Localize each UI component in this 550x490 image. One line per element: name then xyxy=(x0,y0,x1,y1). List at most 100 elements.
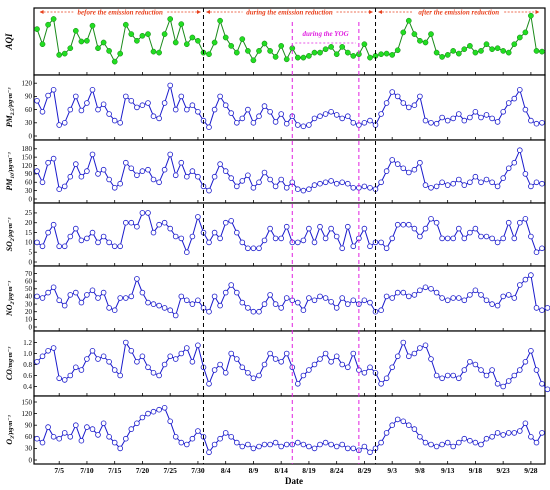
data-point xyxy=(211,293,218,300)
data-point xyxy=(128,98,135,104)
data-point xyxy=(361,183,368,190)
data-point xyxy=(245,369,251,376)
data-point xyxy=(150,48,157,55)
data-point xyxy=(222,168,229,174)
data-point xyxy=(89,22,96,29)
data-point xyxy=(106,358,112,365)
data-point xyxy=(189,358,196,365)
data-point xyxy=(67,173,74,180)
data-point xyxy=(417,37,423,44)
data-point xyxy=(39,439,46,446)
data-point xyxy=(78,299,85,306)
data-point xyxy=(300,441,307,448)
data-point xyxy=(489,367,495,373)
data-point xyxy=(256,245,262,252)
data-point xyxy=(150,369,157,376)
data-point xyxy=(389,422,396,429)
data-point xyxy=(195,109,201,115)
data-point xyxy=(306,53,312,59)
data-point xyxy=(317,293,323,300)
data-point xyxy=(328,44,334,50)
data-point xyxy=(272,235,279,242)
data-point xyxy=(294,299,301,306)
data-point xyxy=(433,219,440,226)
y-tick-label: 90 xyxy=(25,422,33,430)
data-point xyxy=(400,289,407,296)
data-point xyxy=(505,165,512,172)
data-point xyxy=(500,293,507,300)
data-point xyxy=(34,26,40,32)
data-point xyxy=(339,361,346,368)
data-point xyxy=(405,221,412,228)
data-point xyxy=(34,168,40,174)
data-point xyxy=(306,225,312,232)
data-point xyxy=(489,301,495,307)
data-point xyxy=(422,284,429,291)
data-point xyxy=(239,115,246,122)
data-point xyxy=(206,308,212,315)
data-point xyxy=(483,233,490,240)
data-point xyxy=(533,439,540,446)
y-tick-label: 0.6 xyxy=(23,372,32,380)
panel-aqi: AQI xyxy=(4,7,546,76)
data-point xyxy=(294,380,301,387)
data-point xyxy=(239,36,246,42)
data-point xyxy=(183,41,190,48)
data-point xyxy=(61,430,68,436)
data-point xyxy=(211,173,218,180)
data-point xyxy=(367,449,373,456)
data-point xyxy=(222,34,229,41)
data-point xyxy=(467,358,473,365)
data-point xyxy=(45,424,51,430)
data-point xyxy=(206,124,212,130)
data-point xyxy=(222,289,229,296)
y-label-main: PM xyxy=(5,178,14,191)
data-point xyxy=(189,34,196,41)
data-point xyxy=(250,445,257,452)
y-tick-label: 30 xyxy=(25,445,33,453)
data-point xyxy=(73,225,79,232)
data-point xyxy=(417,345,423,351)
data-point xyxy=(172,172,179,179)
y-label-unit: /μg·m⁻³ xyxy=(7,217,14,240)
data-point xyxy=(45,92,51,99)
data-point xyxy=(50,87,57,93)
data-point xyxy=(134,172,140,179)
y-tick-label: 1.0 xyxy=(23,350,32,358)
data-point xyxy=(178,293,185,300)
data-point xyxy=(411,292,418,298)
data-point xyxy=(383,430,390,436)
data-point xyxy=(128,31,135,37)
panel-so2: 0 510 15 20 25 SO2/μg·m⁻³ xyxy=(5,202,546,267)
data-point xyxy=(516,34,523,41)
y-tick-label: 50 xyxy=(25,285,33,293)
data-point xyxy=(505,49,512,56)
data-point xyxy=(95,45,101,52)
data-point xyxy=(34,239,40,246)
data-point xyxy=(494,45,501,52)
data-point xyxy=(272,54,279,60)
data-point xyxy=(261,361,268,368)
y-tick-label: 10 xyxy=(25,239,33,247)
data-point xyxy=(311,445,318,452)
data-point xyxy=(494,380,501,387)
data-point xyxy=(478,48,484,54)
data-point xyxy=(394,353,401,360)
data-point xyxy=(444,52,451,58)
y-axis-label-o3: O3/μg·m⁻³ xyxy=(5,414,16,444)
data-point xyxy=(444,372,451,379)
x-tick-label: 8/9 xyxy=(249,466,259,475)
data-point xyxy=(489,115,495,122)
data-point xyxy=(145,364,151,371)
data-point xyxy=(422,39,429,46)
data-point xyxy=(400,221,407,228)
data-point xyxy=(522,276,529,283)
data-point xyxy=(45,21,51,28)
data-point xyxy=(106,239,112,246)
data-point xyxy=(278,176,285,183)
data-point xyxy=(283,120,290,127)
data-point xyxy=(39,243,46,250)
data-point xyxy=(134,37,140,44)
data-point xyxy=(528,233,534,240)
data-point xyxy=(78,437,85,444)
